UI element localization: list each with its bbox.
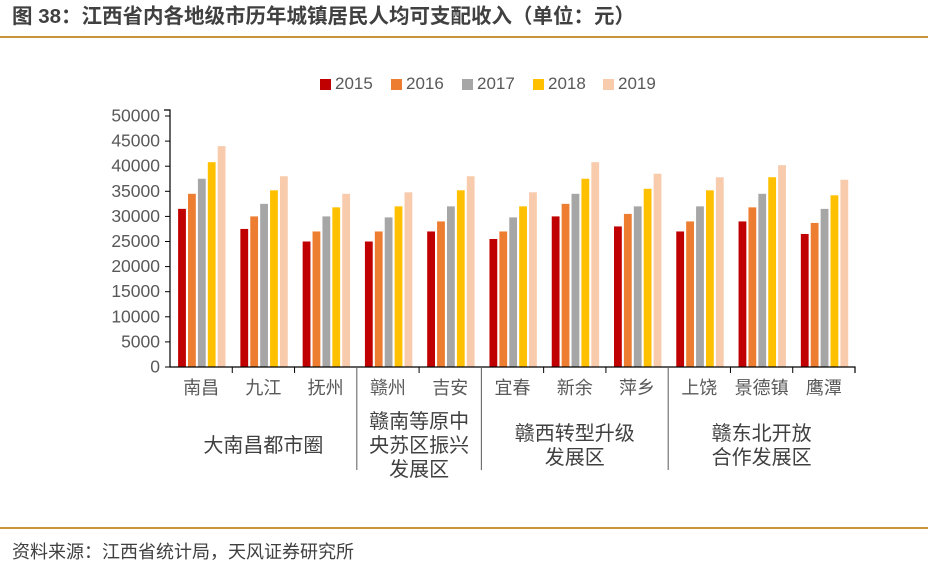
- svg-text:20000: 20000: [111, 256, 160, 276]
- svg-text:发展区: 发展区: [389, 458, 449, 481]
- svg-text:赣州: 赣州: [370, 378, 406, 398]
- svg-text:新余: 新余: [557, 378, 593, 398]
- svg-text:南昌: 南昌: [183, 378, 219, 398]
- svg-text:15000: 15000: [111, 281, 160, 301]
- svg-text:35000: 35000: [111, 181, 160, 201]
- svg-text:0: 0: [150, 357, 160, 377]
- svg-text:40000: 40000: [111, 156, 160, 176]
- svg-text:鹰潭: 鹰潭: [806, 378, 842, 398]
- svg-text:景德镇: 景德镇: [735, 378, 789, 398]
- svg-text:萍乡: 萍乡: [619, 378, 655, 398]
- svg-text:30000: 30000: [111, 206, 160, 226]
- svg-text:抚州: 抚州: [308, 378, 344, 398]
- svg-text:宜春: 宜春: [495, 378, 531, 398]
- svg-text:25000: 25000: [111, 231, 160, 251]
- svg-text:央苏区振兴: 央苏区振兴: [369, 434, 469, 457]
- svg-text:赣东北开放: 赣东北开放: [712, 422, 812, 445]
- svg-text:5000: 5000: [121, 331, 160, 351]
- svg-text:50000: 50000: [111, 106, 160, 126]
- svg-text:赣南等原中: 赣南等原中: [369, 410, 469, 433]
- svg-text:九江: 九江: [245, 378, 281, 398]
- svg-text:10000: 10000: [111, 306, 160, 326]
- svg-text:赣西转型升级: 赣西转型升级: [515, 422, 635, 445]
- svg-text:上饶: 上饶: [681, 378, 717, 398]
- svg-text:大南昌都市圈: 大南昌都市圈: [203, 434, 323, 457]
- svg-text:吉安: 吉安: [432, 378, 468, 398]
- svg-text:45000: 45000: [111, 131, 160, 151]
- svg-text:合作发展区: 合作发展区: [712, 446, 812, 469]
- svg-text:发展区: 发展区: [545, 446, 605, 469]
